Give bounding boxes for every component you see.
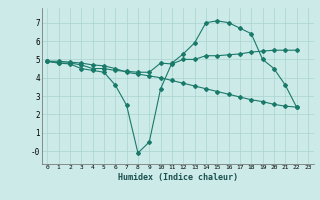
X-axis label: Humidex (Indice chaleur): Humidex (Indice chaleur): [118, 173, 237, 182]
